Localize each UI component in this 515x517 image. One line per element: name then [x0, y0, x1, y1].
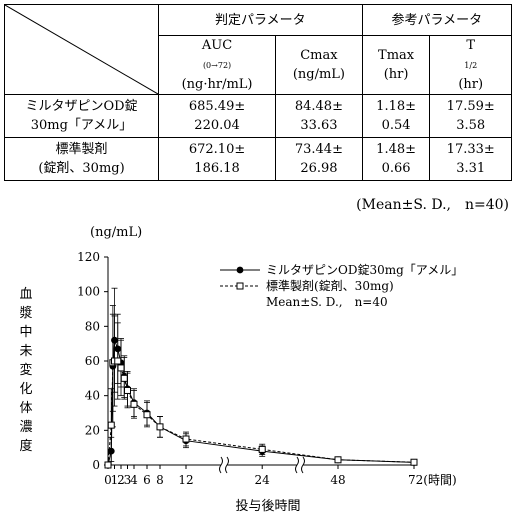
data-point	[107, 421, 115, 429]
axis-break-marks	[219, 456, 305, 474]
y-ticks: 0 20 40 60 80 100 120	[77, 250, 108, 472]
x-tick-label: 72(時間)	[408, 473, 457, 487]
x-tick-label: 12	[178, 473, 193, 487]
data-point	[117, 364, 125, 372]
y-axis-label-char: 中	[19, 325, 32, 340]
legend-label-stats: Mean±S. D., n=40	[266, 295, 388, 309]
y-axis-label-char: 未	[19, 344, 32, 359]
y-tick-label: 20	[85, 423, 100, 437]
series-test	[104, 287, 418, 469]
y-axis-label-char: 化	[19, 382, 32, 397]
table-cell: 17.33± 3.31	[429, 137, 512, 181]
data-point	[104, 461, 112, 469]
pk-parameter-table: 判定パラメータ 参考パラメータ AUC (0→72) (ng·hr/mL) Cma…	[4, 4, 513, 181]
y-axis-label-char: 体	[19, 401, 32, 416]
y-axis-unit: (ng/mL)	[90, 225, 142, 240]
x-tick-label: 4	[130, 473, 138, 487]
axis-break-gap	[221, 457, 227, 473]
data-point	[334, 456, 342, 464]
legend-label-test: ミルタザピンOD錠30mg「アメル」	[266, 262, 463, 277]
series-reference	[104, 313, 418, 469]
y-axis-label-char: 変	[19, 362, 32, 378]
axis-break-gap	[297, 457, 303, 473]
table-note: (Mean±S. D., n=40)	[356, 197, 509, 213]
data-point	[130, 400, 138, 408]
y-axis-label-char: 度	[19, 438, 32, 454]
table-cell: 685.49± 220.04	[157, 94, 277, 138]
data-point	[258, 445, 266, 453]
table-cell: 672.10± 186.18	[157, 137, 277, 181]
x-tick-label: 24	[255, 473, 271, 487]
y-tick-label: 40	[85, 389, 100, 403]
y-tick-label: 100	[77, 285, 100, 299]
plot-series	[104, 287, 418, 469]
x-tick-label: 8	[156, 473, 164, 487]
x-tick-label: 1	[111, 473, 119, 487]
table-corner-cell	[4, 4, 159, 95]
table-cell: 17.59± 3.58	[429, 94, 512, 138]
y-tick-label: 80	[85, 319, 100, 333]
col-header-tmax: Tmax (hr)	[361, 35, 431, 95]
x-tick-label: 6	[143, 473, 151, 487]
x-tick-label: 48	[330, 473, 345, 487]
table-row: 標準製剤 (錠剤、30mg) 672.10± 186.18 73.44± 26.98…	[4, 137, 512, 181]
diagonal-line	[5, 5, 158, 94]
col-header-cmax: Cmax (ng/mL)	[275, 35, 363, 95]
row-label-test: ミルタザピンOD錠 30mg「アメル」	[4, 94, 159, 138]
x-tick-label: 0	[104, 473, 112, 487]
x-tick-label: 2	[117, 473, 125, 487]
y-axis-label-char: 濃	[19, 420, 32, 435]
y-tick-label: 0	[92, 458, 100, 472]
group-header-reference: 参考パラメータ	[361, 4, 513, 36]
legend-marker-test	[236, 266, 244, 274]
col-header-thalf: T 1/2 (hr)	[429, 35, 512, 95]
y-axis-label-char: 血	[19, 287, 32, 302]
y-tick-label: 60	[85, 354, 100, 368]
table-cell: 1.48± 0.66	[361, 137, 431, 181]
legend-label-reference: 標準製剤(錠剤、30mg)	[266, 278, 394, 293]
x-tick-label: 3	[124, 473, 132, 487]
legend-marker-reference	[236, 282, 244, 290]
table-row: ミルタザピンOD錠 30mg「アメル」 685.49± 220.04 84.48±…	[4, 94, 512, 138]
data-point	[114, 357, 122, 365]
table-cell: 84.48± 33.63	[275, 94, 363, 138]
data-point	[182, 435, 190, 443]
legend: ミルタザピンOD錠30mg「アメル」標準製剤(錠剤、30mg) Mean±S. D…	[220, 262, 463, 309]
table-cell: 73.44± 26.98	[275, 137, 363, 181]
axis-break-mark	[219, 456, 223, 474]
data-point	[124, 386, 131, 394]
axis-break-mark	[225, 456, 229, 474]
col-header-auc: AUC (0→72) (ng·hr/mL)	[157, 35, 277, 95]
y-axis-label-char: 漿	[19, 306, 32, 321]
axis-break-mark	[301, 456, 305, 474]
data-point	[410, 458, 418, 466]
data-point	[120, 374, 128, 382]
data-point	[143, 411, 151, 419]
data-point	[156, 423, 164, 431]
axis-break-mark	[295, 456, 299, 474]
table-cell: 1.18± 0.54	[361, 94, 431, 138]
group-header-judgement: 判定パラメータ	[158, 4, 363, 36]
row-label-reference: 標準製剤 (錠剤、30mg)	[4, 137, 159, 181]
y-tick-label: 120	[77, 250, 100, 264]
x-axis-label: 投与後時間	[235, 498, 300, 514]
